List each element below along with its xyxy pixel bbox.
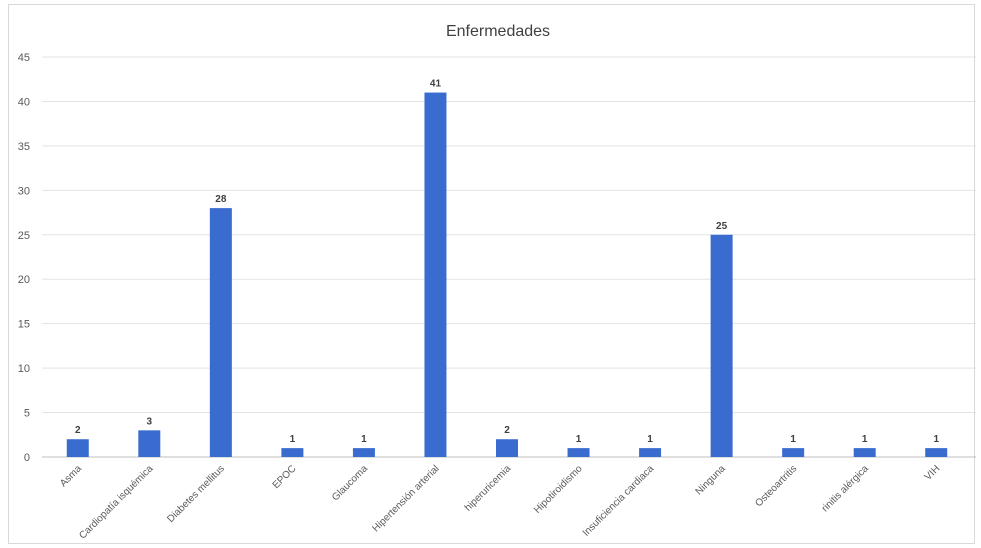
data-label: 2 [75,425,81,436]
bar [424,92,447,458]
x-tick-label: Asma [58,463,84,489]
y-tick-label: 5 [24,408,30,420]
data-label: 1 [290,434,296,445]
chart-title: Enfermedades [446,23,550,40]
bar [639,448,662,457]
y-tick-label: 20 [18,274,30,286]
x-tick-label: Cardiopatía isquémica [77,463,155,541]
y-tick-label: 30 [18,185,30,197]
x-tick-label: VIH [923,463,943,483]
data-label: 1 [361,434,367,445]
data-label: 25 [716,221,728,232]
x-tick-label: rinitis alérgica [820,463,871,514]
x-tick-label: Osteoartritis [753,463,799,509]
bars [66,92,948,458]
bar [853,448,876,457]
chart-frame [8,4,975,544]
bar [281,448,304,457]
data-label: 1 [933,434,939,445]
x-tick-label: Hipertensión arterial [371,463,442,534]
bar [138,430,161,457]
y-tick-label: 0 [24,452,30,464]
data-label: 1 [790,434,796,445]
y-tick-label: 10 [18,363,30,375]
data-label: 1 [576,434,582,445]
bar [209,208,232,457]
x-tick-label: Ninguna [694,463,728,497]
data-label: 1 [862,434,868,445]
data-label: 2 [504,425,510,436]
bar [782,448,805,457]
data-label: 28 [215,194,227,205]
bar [66,439,89,457]
y-tick-label: 25 [18,230,30,242]
data-label: 3 [147,416,153,427]
x-tick-label: EPOC [271,463,299,491]
bar [352,448,375,457]
gridlines [42,56,976,458]
bar [925,448,948,457]
x-tick-label: Insuficiencia cardiaca [581,463,657,539]
y-tick-label: 45 [18,52,30,64]
y-tick-label: 35 [18,141,30,153]
x-tick-label: hiperuricemia [463,463,514,514]
x-tick-label: Hipotiroidismo [532,463,585,516]
x-tick-label: Glaucoma [330,463,370,503]
y-tick-label: 40 [18,96,30,108]
bar [496,439,518,457]
x-tick-label: Diabetes mellitus [165,463,227,525]
y-axis-ticks: 0 5 10 15 20 25 30 35 40 45 [18,52,30,464]
bar [710,234,733,457]
data-label: 1 [647,434,653,445]
bar [567,448,590,457]
y-tick-label: 15 [18,319,30,331]
data-label: 41 [430,79,442,90]
